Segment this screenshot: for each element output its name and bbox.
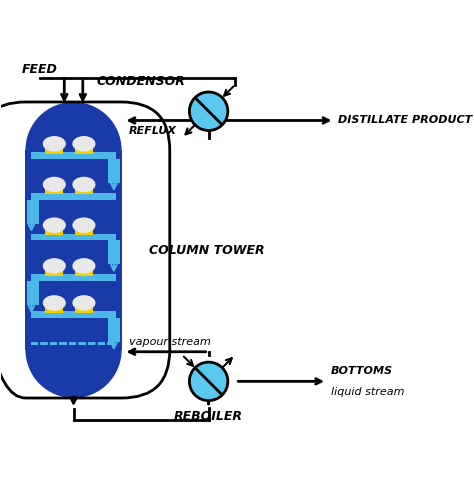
Bar [108,318,120,342]
Ellipse shape [73,136,95,152]
Bar [31,152,116,159]
Bar [75,144,93,154]
Text: CONDENSOR: CONDENSOR [97,76,186,88]
Bar [75,266,93,276]
Ellipse shape [43,295,66,310]
Ellipse shape [73,295,95,310]
Bar [27,281,39,305]
Text: REBOILER: REBOILER [174,410,243,423]
Bar [46,185,63,194]
Bar [31,312,116,318]
Text: DISTILLATE PRODUCT: DISTILLATE PRODUCT [338,116,473,126]
Bar [46,144,63,154]
Ellipse shape [73,258,95,274]
Ellipse shape [73,218,95,233]
Ellipse shape [43,218,66,233]
Bar [46,304,63,313]
Text: liquid stream: liquid stream [331,387,404,397]
Ellipse shape [43,258,66,274]
Ellipse shape [43,176,66,192]
Ellipse shape [26,102,122,198]
Circle shape [190,362,228,401]
Bar [75,226,93,235]
Bar [31,193,116,200]
Circle shape [190,92,228,130]
Bar [31,234,116,240]
Bar [108,240,120,264]
Bar [75,304,93,313]
Bar [108,159,120,183]
Bar [26,150,122,350]
Ellipse shape [43,136,66,152]
Text: BOTTOMS: BOTTOMS [331,366,393,376]
Text: FEED: FEED [22,63,58,76]
Text: COLUMN TOWER: COLUMN TOWER [149,244,265,256]
Text: vapour stream: vapour stream [129,338,211,347]
Text: REFLUX: REFLUX [129,126,177,136]
Bar [46,226,63,235]
Bar [75,185,93,194]
Bar [31,274,116,281]
Bar [46,266,63,276]
Ellipse shape [73,176,95,192]
Bar [27,200,39,224]
Ellipse shape [26,302,122,398]
